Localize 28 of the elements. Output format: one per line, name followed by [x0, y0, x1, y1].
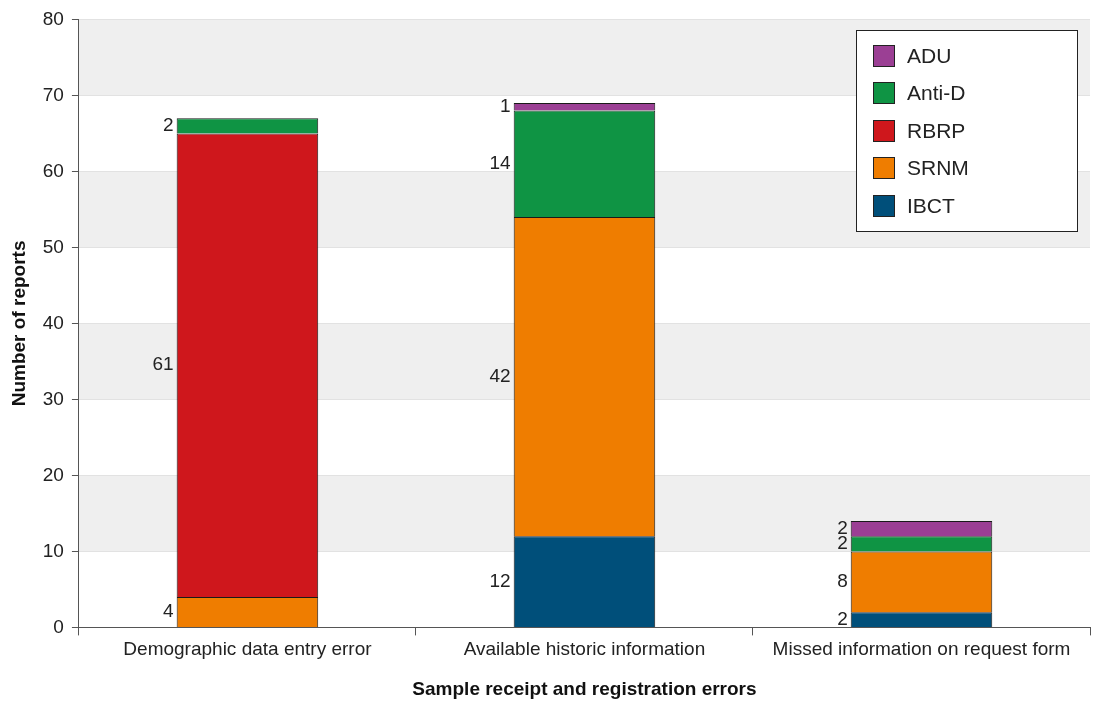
- x-tick-label: Missed information on request form: [772, 638, 1071, 660]
- data-label: 8: [837, 570, 848, 592]
- x-axis-title: Sample receipt and registration errors: [412, 677, 757, 699]
- y-tick-label: 10: [42, 539, 64, 561]
- data-label: 4: [163, 600, 175, 622]
- y-tick-label: 20: [42, 463, 64, 485]
- legend-label: IBCT: [907, 193, 955, 218]
- x-tick-label: Available historic information: [463, 638, 706, 660]
- legend-label: ADU: [907, 43, 952, 68]
- data-label: 61: [152, 353, 174, 375]
- data-label: 2: [163, 114, 174, 136]
- y-tick-label: 60: [42, 159, 64, 181]
- y-tick-label: 70: [42, 83, 64, 105]
- legend-label: RBRP: [907, 118, 966, 143]
- data-label: 14: [489, 152, 512, 174]
- data-label: 12: [489, 569, 511, 591]
- y-tick-label: 80: [42, 7, 64, 29]
- data-label: 1: [500, 95, 511, 117]
- data-label: 42: [489, 364, 511, 386]
- legend-label: SRNM: [907, 156, 969, 181]
- y-tick-label: 0: [53, 615, 64, 637]
- y-tick-label: 40: [42, 311, 64, 333]
- data-label: 2: [837, 607, 848, 629]
- y-tick-label: 50: [42, 235, 64, 257]
- legend-label: Anti-D: [907, 81, 966, 106]
- y-axis-title: Number of reports: [7, 240, 29, 407]
- x-tick-label: Demographic data entry error: [123, 638, 373, 660]
- y-tick-label: 30: [42, 387, 64, 409]
